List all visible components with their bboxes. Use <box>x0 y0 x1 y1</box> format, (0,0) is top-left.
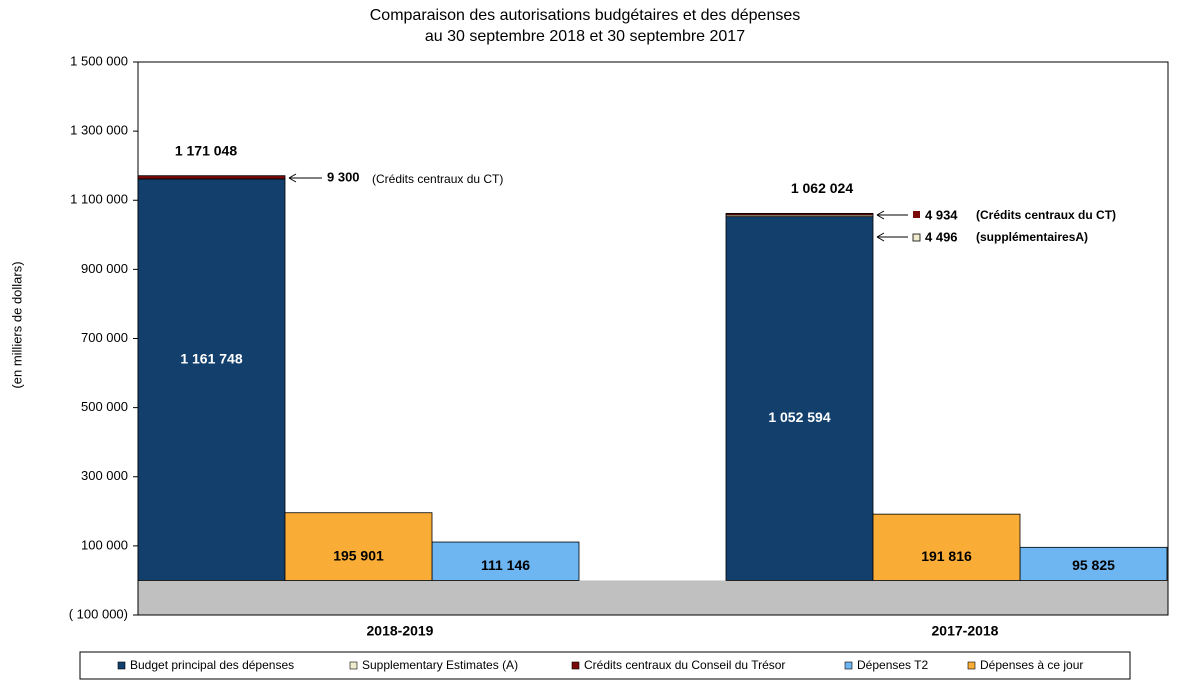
bar <box>431 541 580 581</box>
legend-swatch <box>967 661 976 670</box>
value-label: 4 496 <box>925 229 958 244</box>
bar <box>137 178 286 581</box>
chart-subtitle: au 30 septembre 2018 et 30 septembre 201… <box>425 28 745 45</box>
arrow-head <box>876 210 885 220</box>
y-tick-label: 500 000 <box>81 399 128 414</box>
bar <box>137 175 286 180</box>
legend-label: Budget principal des dépenses <box>130 658 294 672</box>
legend-label: Dépenses T2 <box>857 658 928 672</box>
bar <box>725 216 874 581</box>
arrow-head <box>288 173 297 183</box>
bar <box>872 513 1021 581</box>
annotation: (Crédits centraux du CT) <box>976 208 1116 222</box>
value-label: 1 052 594 <box>768 409 830 425</box>
bar <box>725 212 874 216</box>
x-tick-label: 2018-2019 <box>367 623 434 639</box>
y-tick-label: 100 000 <box>81 537 128 552</box>
legend-label: Dépenses à ce jour <box>980 658 1083 672</box>
total-label: 1 062 024 <box>791 180 853 196</box>
y-tick-label: 700 000 <box>81 330 128 345</box>
legend-swatch <box>844 661 853 670</box>
annotation: (Crédits centraux du CT) <box>372 172 503 186</box>
value-label: 191 816 <box>921 548 972 564</box>
value-label: 1 161 748 <box>180 350 242 366</box>
bar <box>284 512 433 581</box>
annotation-marker <box>913 211 920 218</box>
negative-area <box>138 580 1168 615</box>
legend-label: Supplementary Estimates (A) <box>362 658 518 672</box>
y-tick-label: 300 000 <box>81 468 128 483</box>
y-tick-label: 1 100 000 <box>70 192 128 207</box>
value-label: 95 825 <box>1072 557 1115 573</box>
legend-swatch <box>571 661 580 670</box>
arrow-head <box>876 232 885 242</box>
total-label: 1 171 048 <box>175 142 237 158</box>
chart-title: Comparaison des autorisations budgétaire… <box>370 7 801 24</box>
x-tick-label: 2017-2018 <box>932 623 999 639</box>
annotation: (supplémentairesA) <box>976 230 1088 244</box>
value-label: 195 901 <box>333 547 384 563</box>
y-tick-label: 1 500 000 <box>70 53 128 68</box>
y-tick-label: 1 300 000 <box>70 123 128 138</box>
legend-swatch <box>349 661 358 670</box>
value-label: 4 934 <box>925 207 958 222</box>
legend-swatch <box>117 661 126 670</box>
value-label: 9 300 <box>327 169 360 184</box>
y-axis-label: (en milliers de dollars) <box>9 261 24 388</box>
y-tick-label: ( 100 000) <box>69 606 128 621</box>
annotation-marker <box>912 233 921 242</box>
legend-box <box>79 651 1131 680</box>
value-label: 111 146 <box>481 557 530 573</box>
legend-label: Crédits centraux du Conseil du Trésor <box>584 658 785 672</box>
bar <box>1019 546 1168 581</box>
y-tick-label: 900 000 <box>81 261 128 276</box>
